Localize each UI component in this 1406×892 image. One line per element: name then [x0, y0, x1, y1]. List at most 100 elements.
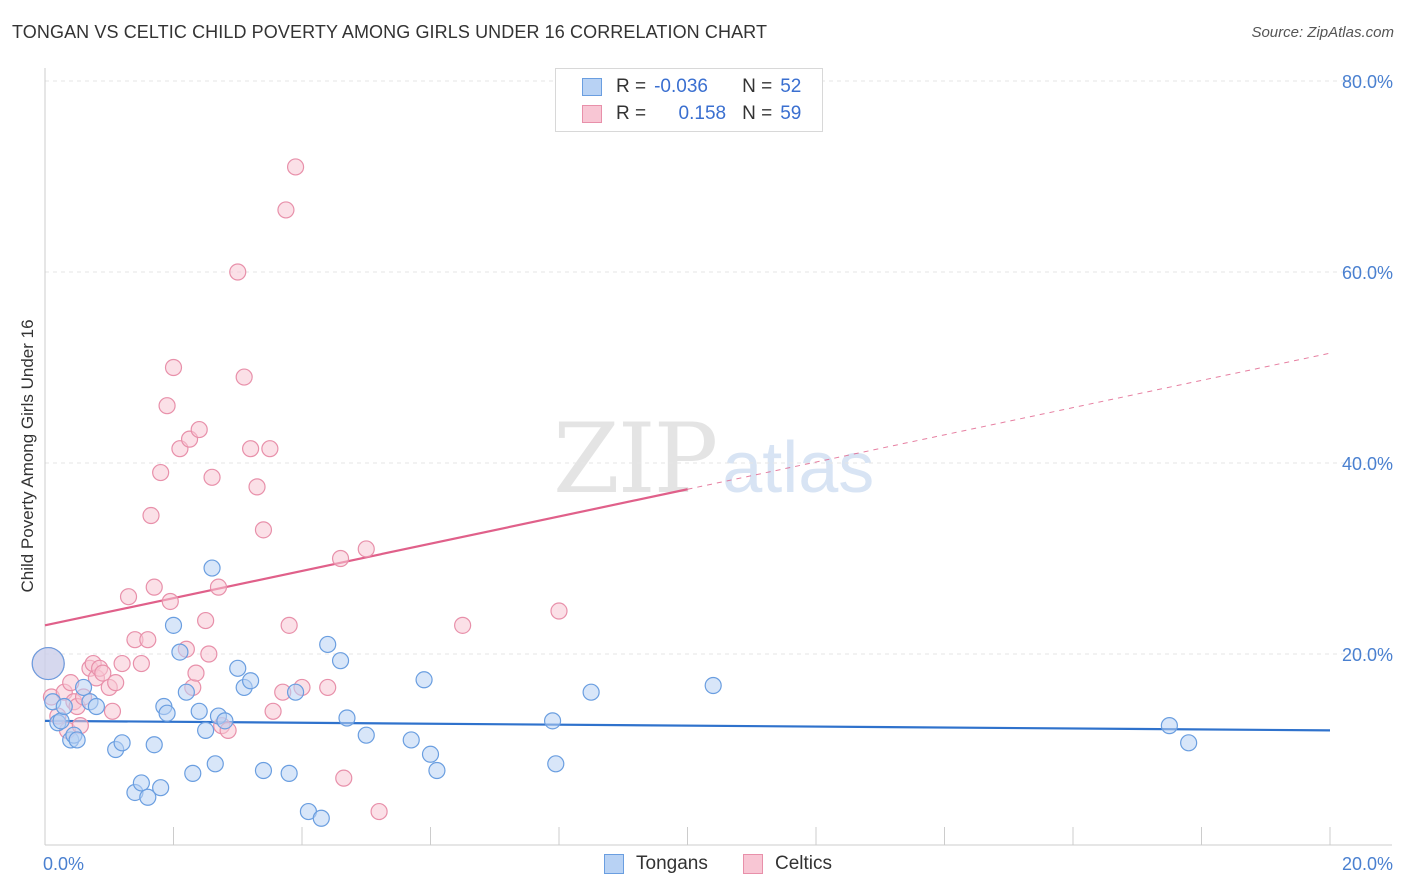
legend-r-label: R = [616, 103, 647, 124]
y-tick-label: 60.0% [1342, 263, 1393, 283]
celtics-point [254, 521, 273, 539]
tongans-legend-swatch [604, 854, 624, 874]
celtics-point [203, 468, 221, 486]
legend-row-celtics: R = 0.158 N = 59 [582, 102, 801, 126]
celtics-legend-swatch [743, 854, 763, 874]
tongans-point [242, 672, 260, 690]
tongans-point [1180, 734, 1198, 752]
tongans-point [280, 764, 298, 782]
tongans-point [286, 683, 305, 701]
celtics-point [197, 611, 215, 630]
celtics-point [280, 616, 298, 634]
x-tick-label-max: 20.0% [1342, 854, 1393, 874]
tongans-point [190, 702, 208, 720]
celtics-point [261, 440, 279, 458]
bottom-legend-tongans: Tongans [604, 852, 708, 876]
legend-n-value: 59 [780, 103, 802, 124]
axes [44, 68, 1392, 846]
tongans-point [197, 721, 215, 740]
celtics-point [277, 201, 295, 219]
tongans-point [132, 774, 150, 792]
tongans-point [74, 678, 93, 697]
tongans-point [421, 745, 440, 763]
celtics-point [235, 368, 253, 386]
legend-n-label: N = [742, 76, 773, 97]
celtics-point [190, 420, 208, 439]
tongans-point [338, 709, 356, 727]
tongans-point [229, 659, 247, 677]
celtics-swatch [582, 105, 602, 123]
tongans-point [254, 761, 273, 780]
tongans-point [139, 788, 157, 806]
legend-n-value: 52 [780, 76, 802, 97]
tick-labels: 20.0% 40.0% 60.0% 80.0% 0.0% 20.0% [43, 72, 1393, 874]
tongans-point [312, 809, 330, 827]
tongans-point [547, 755, 565, 773]
tongans-point [87, 697, 106, 716]
tongans-point [206, 755, 224, 773]
y-tick-label: 20.0% [1342, 645, 1393, 665]
tongans-trend-line [44, 719, 1331, 732]
celtics-point [139, 631, 157, 649]
celtics-point [158, 397, 176, 415]
tongans-point [704, 676, 722, 695]
tongans-point [171, 643, 189, 661]
tongans-point [543, 712, 562, 730]
celtics-point [331, 549, 350, 568]
tongans-point [357, 726, 375, 744]
celtics-point [286, 158, 305, 176]
gridlines [45, 80, 1392, 655]
celtics-point [119, 588, 138, 606]
celtics-point [200, 645, 218, 663]
tongans-point [68, 731, 86, 749]
tongans-point [415, 671, 433, 689]
legend-row-tongans: R = -0.036 N = 52 [582, 75, 801, 99]
celtics-point [264, 702, 282, 720]
watermark-zip: ZIP [553, 403, 718, 515]
legend-r-value: 0.158 [673, 103, 727, 124]
correlation-legend: R = -0.036 N = 52 R = 0.158 N = 59 [555, 68, 823, 132]
tongans-point [55, 697, 73, 716]
watermark: ZIPatlas [553, 403, 874, 515]
y-tick-label: 80.0% [1342, 72, 1393, 92]
celtics-point [550, 602, 568, 620]
celtics-point [142, 506, 160, 525]
tongans-point [184, 764, 202, 782]
celtics-point [103, 702, 122, 720]
y-tick-label: 40.0% [1342, 454, 1393, 474]
celtics-point [335, 769, 353, 787]
celtics-point [229, 263, 247, 281]
source-label: Source: ZipAtlas.com [1251, 24, 1394, 41]
legend-n-label: N = [742, 103, 773, 124]
tongans-point [216, 712, 234, 730]
tongans-point [1160, 717, 1178, 735]
celtics-point [94, 664, 112, 682]
tongans-point [164, 616, 183, 634]
celtics-point [454, 616, 472, 634]
x-tick-label-min: 0.0% [43, 854, 84, 874]
tongans-point [31, 646, 65, 681]
tongans-point [158, 704, 176, 722]
tongans-point [331, 652, 350, 670]
tongans-point [319, 635, 337, 654]
legend-r-label: R = [616, 76, 647, 97]
tongans-point [428, 761, 446, 780]
tongans-point [52, 712, 70, 730]
celtics-trend-extension [687, 352, 1331, 490]
celtics-point [161, 592, 179, 611]
celtics-legend-label: Celtics [775, 853, 833, 874]
celtics-point [370, 802, 388, 821]
celtics-point [152, 463, 170, 482]
legend-r-value: -0.036 [654, 76, 708, 97]
tongans-swatch [582, 78, 602, 96]
tongans-legend-label: Tongans [636, 853, 708, 874]
tongans-point [177, 683, 195, 701]
tongans-point [145, 736, 163, 754]
celtics-point [209, 578, 228, 596]
tongans-point [582, 683, 600, 701]
watermark-atlas: atlas [722, 428, 875, 508]
celtics-point [319, 678, 337, 697]
bottom-legend-celtics: Celtics [743, 852, 832, 876]
celtics-point [113, 654, 131, 673]
tongans-point [203, 559, 221, 577]
